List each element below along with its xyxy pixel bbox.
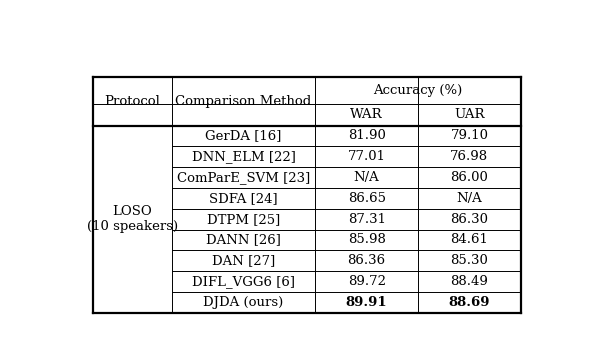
Text: 86.30: 86.30: [450, 213, 488, 226]
Text: Protocol: Protocol: [105, 95, 160, 108]
Text: 88.69: 88.69: [448, 296, 490, 309]
Text: DAN [27]: DAN [27]: [212, 254, 275, 267]
Text: 89.72: 89.72: [347, 275, 386, 288]
Text: SDFA [24]: SDFA [24]: [209, 192, 278, 205]
Text: DTPM [25]: DTPM [25]: [207, 213, 280, 226]
Text: 89.91: 89.91: [346, 296, 387, 309]
Text: 86.36: 86.36: [347, 254, 386, 267]
Text: 79.10: 79.10: [450, 130, 488, 142]
Text: 81.90: 81.90: [347, 130, 386, 142]
Text: 88.49: 88.49: [450, 275, 488, 288]
Text: 87.31: 87.31: [347, 213, 386, 226]
Text: 86.00: 86.00: [450, 171, 488, 184]
Text: DANN [26]: DANN [26]: [206, 233, 281, 246]
Text: WAR: WAR: [350, 108, 383, 122]
Text: N/A: N/A: [457, 192, 482, 205]
Text: 85.98: 85.98: [347, 233, 386, 246]
Text: 86.65: 86.65: [347, 192, 386, 205]
Text: 84.61: 84.61: [450, 233, 488, 246]
Text: Comparison Method: Comparison Method: [175, 95, 312, 108]
Text: DNN_ELM [22]: DNN_ELM [22]: [192, 150, 296, 163]
Text: 85.30: 85.30: [450, 254, 488, 267]
Text: N/A: N/A: [354, 171, 380, 184]
Text: DJDA (ours): DJDA (ours): [204, 296, 284, 309]
Text: Accuracy (%): Accuracy (%): [374, 84, 463, 97]
Text: DIFL_VGG6 [6]: DIFL_VGG6 [6]: [192, 275, 295, 288]
Text: ComParE_SVM [23]: ComParE_SVM [23]: [177, 171, 310, 184]
Text: LOSO
(10 speakers): LOSO (10 speakers): [87, 205, 178, 233]
Text: GerDA [16]: GerDA [16]: [206, 130, 282, 142]
Text: 76.98: 76.98: [450, 150, 488, 163]
Text: UAR: UAR: [454, 108, 485, 122]
Text: 77.01: 77.01: [347, 150, 386, 163]
